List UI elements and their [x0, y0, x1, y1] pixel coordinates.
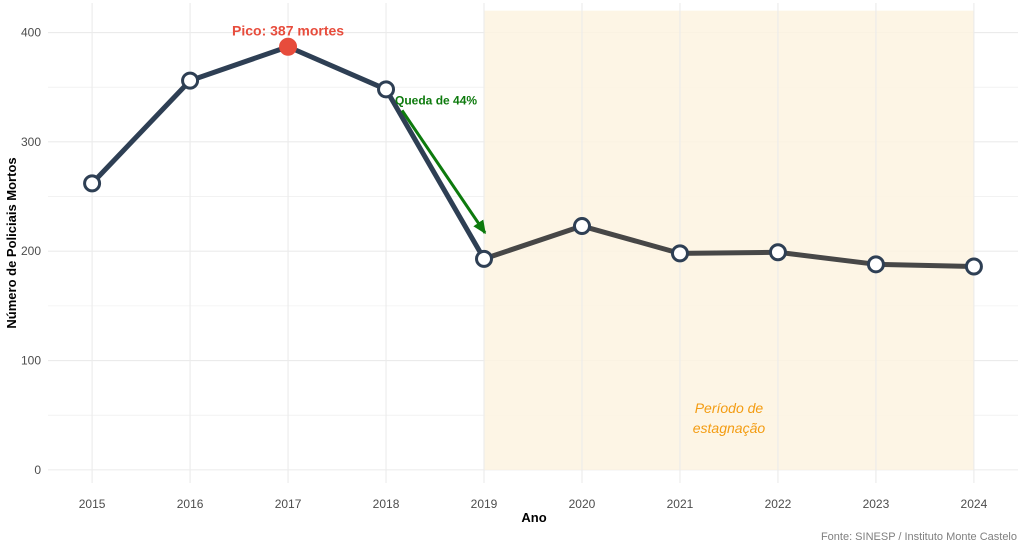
peak-annotation: Pico: 387 mortes	[232, 23, 344, 39]
drop-annotation: Queda de 44%	[395, 93, 477, 107]
stagnation-period-band	[484, 10, 974, 470]
source-caption: Fonte: SINESP / Instituto Monte Castelo	[821, 531, 1017, 543]
x-tick-label: 2022	[765, 497, 792, 511]
data-point	[83, 174, 102, 193]
data-point	[768, 243, 787, 262]
data-point	[670, 244, 689, 263]
x-axis-title: Ano	[521, 510, 546, 525]
x-tick-label: 2021	[667, 497, 694, 511]
peak-data-point	[279, 37, 298, 56]
y-tick-label: 0	[34, 463, 41, 477]
x-tick-label: 2024	[961, 497, 988, 511]
y-tick-label: 100	[21, 354, 41, 368]
x-tick-label: 2023	[863, 497, 890, 511]
y-tick-label: 400	[21, 26, 41, 40]
y-axis-title: Número de Policiais Mortos	[4, 157, 19, 328]
data-point	[181, 71, 200, 90]
data-point	[572, 217, 591, 236]
data-point	[377, 80, 396, 99]
drop-arrow	[400, 109, 487, 235]
y-tick-label: 200	[21, 244, 41, 258]
series-line-after-2019	[481, 223, 977, 270]
x-tick-label: 2017	[275, 497, 302, 511]
x-tick-label: 2015	[79, 497, 106, 511]
x-tick-label: 2020	[569, 497, 596, 511]
x-tick-label: 2016	[177, 497, 204, 511]
data-point	[866, 255, 885, 274]
y-tick-label: 300	[21, 135, 41, 149]
data-point	[964, 257, 983, 276]
period-annotation-line1: Período de	[695, 400, 764, 416]
data-point	[475, 249, 494, 268]
x-tick-label: 2018	[373, 497, 400, 511]
x-tick-label: 2019	[471, 497, 498, 511]
period-annotation-line2: estagnação	[693, 420, 766, 436]
